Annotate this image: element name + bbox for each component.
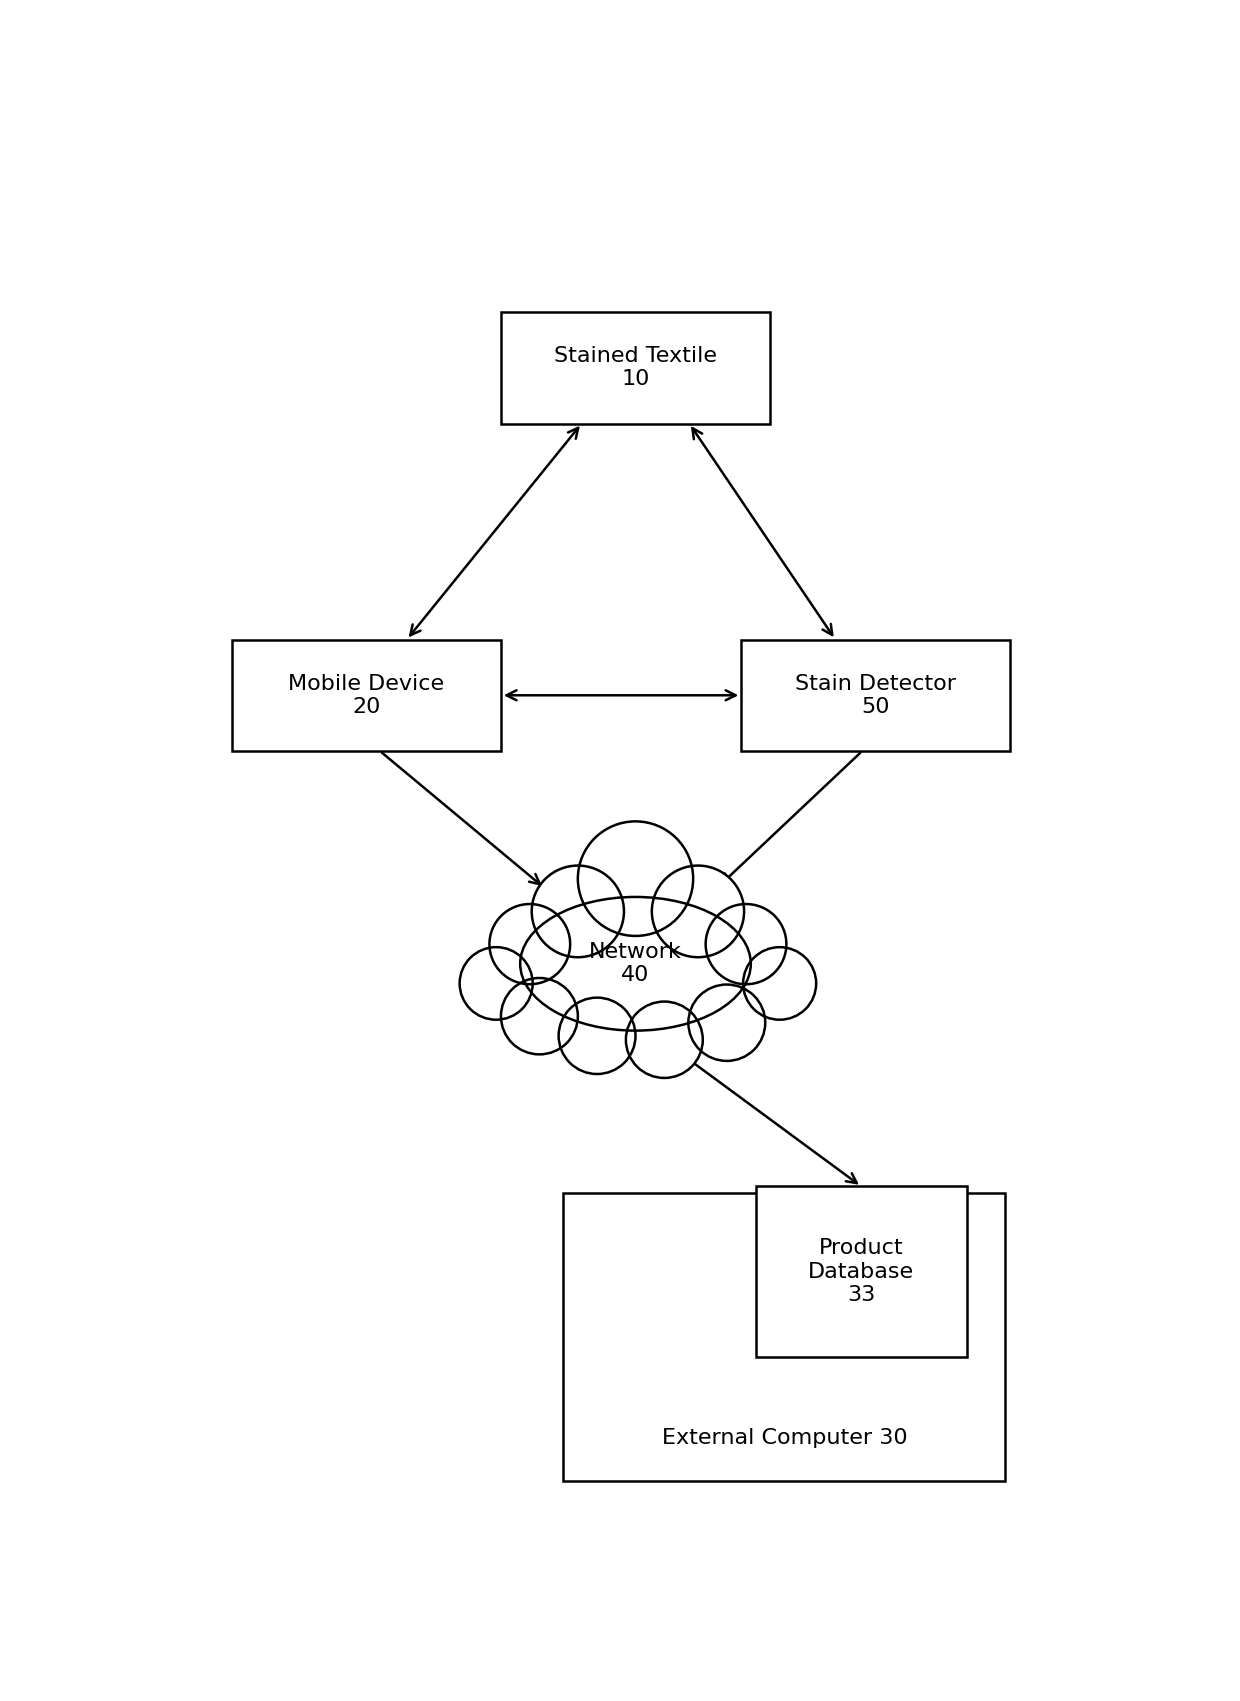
Ellipse shape bbox=[490, 903, 570, 985]
FancyBboxPatch shape bbox=[501, 313, 770, 424]
Ellipse shape bbox=[706, 903, 786, 985]
Ellipse shape bbox=[521, 896, 750, 1031]
Text: Network
40: Network 40 bbox=[589, 942, 682, 985]
Text: Mobile Device
20: Mobile Device 20 bbox=[289, 674, 444, 716]
Text: Stained Textile
10: Stained Textile 10 bbox=[554, 347, 717, 390]
FancyBboxPatch shape bbox=[755, 1187, 967, 1357]
Ellipse shape bbox=[743, 947, 816, 1019]
Ellipse shape bbox=[532, 866, 624, 958]
FancyBboxPatch shape bbox=[563, 1192, 1006, 1482]
Ellipse shape bbox=[626, 1002, 703, 1078]
Ellipse shape bbox=[558, 997, 635, 1073]
FancyBboxPatch shape bbox=[232, 640, 501, 750]
Ellipse shape bbox=[652, 866, 744, 958]
Text: Stain Detector
50: Stain Detector 50 bbox=[795, 674, 956, 716]
Ellipse shape bbox=[688, 985, 765, 1061]
Ellipse shape bbox=[460, 947, 533, 1019]
Ellipse shape bbox=[578, 822, 693, 936]
Ellipse shape bbox=[501, 978, 578, 1055]
Text: Product
Database
33: Product Database 33 bbox=[808, 1238, 914, 1305]
Text: External Computer 30: External Computer 30 bbox=[662, 1429, 908, 1449]
FancyBboxPatch shape bbox=[742, 640, 1011, 750]
